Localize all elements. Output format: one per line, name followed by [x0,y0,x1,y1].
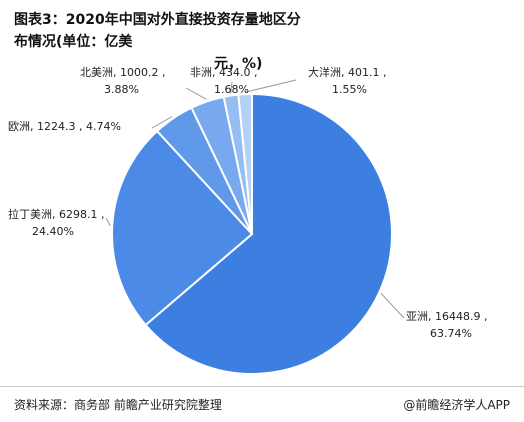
leader-line-2 [105,217,111,226]
slice-label-1: 亚洲, 16448.9 , 63.74% [406,310,487,340]
leader-line-6 [244,79,297,93]
chart-title-line2: 元，%) [214,56,263,72]
leader-lines [105,79,405,319]
pie-slice-1 [144,92,393,375]
pie-slices [111,92,393,375]
pie-chart: 亚洲, 16448.9 , 63.74% 拉丁美洲, 6298.1 , 24.40% 欧… [8,65,487,375]
slice-label-6: 大洋洲, 401.1 , 1.55% [308,65,386,96]
slice-label-2: 拉丁美洲, 6298.1 , 24.40% [8,207,104,238]
chart-title: 图表3：2020年中国对外直接投资存量地区分布情况(单位：亿美 元，%) [14,9,314,75]
slice-label-4: 北美洲, 1000.2 , 3.88% [80,66,165,96]
slice-label-5: 非洲, 434.0 , 1.68% [190,66,257,96]
leader-line-5 [230,81,233,94]
pie-slice-6 [237,92,253,235]
chart-title-line1: 图表3：2020年中国对外直接投资存量地区分布情况(单位：亿美 [14,12,301,50]
slice-label-3: 欧洲, 1224.3 , 4.74% [8,120,121,133]
leader-line-3 [151,116,173,129]
brand-credit: @前瞻经济学人APP [403,398,510,412]
leader-line-4 [185,87,207,100]
footer: 资料来源：商务部 前瞻产业研究院整理 @前瞻经济学人APP [0,386,524,422]
source-note: 资料来源：商务部 前瞻产业研究院整理 [14,398,222,412]
leader-line-1 [380,293,405,319]
slice-labels: 亚洲, 16448.9 , 63.74% 拉丁美洲, 6298.1 , 24.40% 欧… [8,65,487,340]
pie-slice-2 [111,129,254,327]
